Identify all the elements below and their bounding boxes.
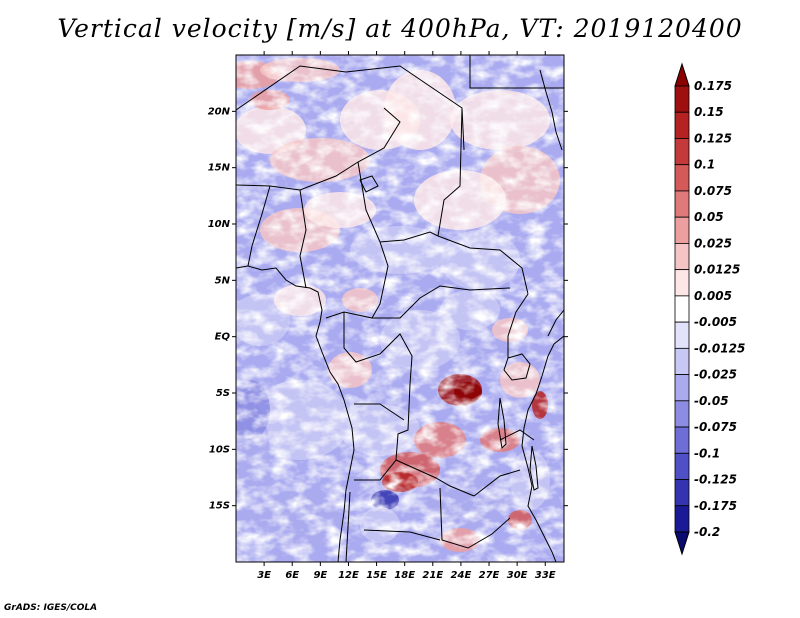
x-tick-label: 15E xyxy=(366,570,387,581)
colorbar-arrow-top xyxy=(674,62,690,87)
colorbar-swatch xyxy=(674,347,690,375)
colorbar-label: -0.0125 xyxy=(694,341,745,355)
x-tick-label: 3E xyxy=(257,570,271,581)
grads-credit: GrADS: IGES/COLA xyxy=(4,603,98,613)
lake-victoria xyxy=(503,353,531,381)
colorbar-swatch xyxy=(674,138,690,166)
coastlines xyxy=(236,69,564,562)
colorbar-swatch xyxy=(674,400,690,428)
chart-title: Vertical velocity [m/s] at 400hPa, VT: 2… xyxy=(57,14,743,43)
x-tick-label: 12E xyxy=(338,570,359,581)
colorbar-swatch xyxy=(674,216,690,244)
colorbar-label: 0.125 xyxy=(694,131,732,145)
y-tick-label: 5S xyxy=(216,388,230,399)
lake-chad xyxy=(359,175,379,193)
colorbar-label: -0.05 xyxy=(694,394,729,408)
colorbar-swatch xyxy=(674,321,690,349)
map-frame xyxy=(235,54,565,563)
colorbar-label: 0.005 xyxy=(694,289,732,303)
colorbar-label: 0.0125 xyxy=(694,263,740,277)
colorbar-swatch xyxy=(674,505,690,533)
lake-malawi xyxy=(529,445,539,491)
colorbar-swatch xyxy=(674,243,690,271)
y-tick-label: 5N xyxy=(215,275,231,286)
x-tick-label: 30E xyxy=(507,570,528,581)
x-tick-label: 18E xyxy=(394,570,415,581)
coastline-west-africa xyxy=(236,265,355,562)
colorbar-swatch xyxy=(674,190,690,218)
colorbar-label: -0.125 xyxy=(694,473,737,487)
colorbar-arrow-bottom xyxy=(674,531,690,556)
colorbar-label: -0.175 xyxy=(694,499,737,513)
colorbar-label: 0.05 xyxy=(694,210,724,224)
colorbar-label: -0.2 xyxy=(694,525,720,539)
colorbar-swatch xyxy=(674,269,690,297)
colorbar-swatch xyxy=(674,85,690,113)
y-tick-label: 10S xyxy=(209,444,230,455)
y-tick-label: 15N xyxy=(208,163,231,174)
y-tick-label: 10N xyxy=(208,219,231,230)
x-tick-label: 27E xyxy=(479,570,500,581)
colorbar-label: 0.025 xyxy=(694,236,732,250)
x-tick-label: 24E xyxy=(451,570,472,581)
colorbar-label: 0.075 xyxy=(694,184,732,198)
colorbar-label: -0.1 xyxy=(694,446,720,460)
colorbar-label: 0.15 xyxy=(694,105,724,119)
y-tick-label: EQ xyxy=(215,332,231,343)
colorbar-swatch xyxy=(674,479,690,507)
colorbar-swatch xyxy=(674,426,690,454)
x-tick-label: 21E xyxy=(422,570,443,581)
map-area xyxy=(236,55,564,562)
y-tick-label: 20N xyxy=(208,106,231,117)
colorbar-swatch xyxy=(674,111,690,139)
colorbar-label: -0.025 xyxy=(694,368,737,382)
country-borders xyxy=(236,55,564,562)
axis-ticks xyxy=(232,51,568,566)
y-tick-label: 15S xyxy=(209,501,230,512)
coastline-east-africa xyxy=(521,335,564,562)
x-tick-label: 33E xyxy=(535,570,556,581)
x-tick-label: 6E xyxy=(285,570,299,581)
y-axis-labels: 20N 15N 10N 5N EQ 5S 10S 15S xyxy=(208,106,231,511)
coastline-red-sea xyxy=(539,69,563,151)
lake-tanganyika xyxy=(497,397,507,450)
colorbar-swatch xyxy=(674,452,690,480)
colorbar-label: 0.1 xyxy=(694,158,715,172)
colorbar-swatch xyxy=(674,295,690,323)
colorbar-label: -0.005 xyxy=(694,315,737,329)
colorbar-label: 0.175 xyxy=(694,79,732,93)
x-axis-labels: 3E 6E 9E 12E 15E 18E 21E 24E 27E 30E 33E xyxy=(257,570,556,581)
colorbar: 0.175 0.15 0.125 0.1 0.075 0.05 0.025 0.0125 0.0… xyxy=(674,62,745,556)
field-texture xyxy=(236,55,564,562)
x-tick-label: 9E xyxy=(313,570,327,581)
colorbar-label: -0.075 xyxy=(694,420,737,434)
colorbar-swatch xyxy=(674,164,690,192)
colorbar-swatch xyxy=(674,374,690,402)
